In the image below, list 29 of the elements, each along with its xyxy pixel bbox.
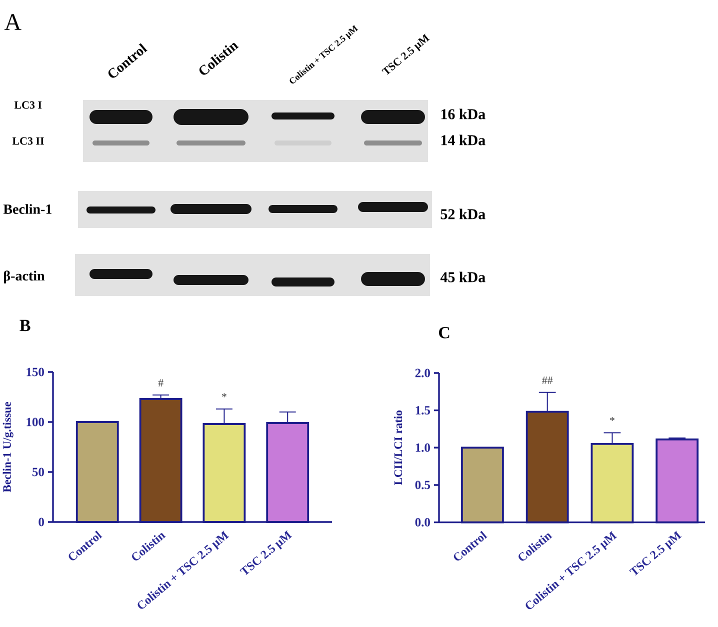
y-tick-label: 0.0	[415, 518, 430, 527]
annotation: #	[158, 379, 164, 386]
x-tick-label: TSC 2.5 μM	[240, 530, 292, 576]
chart-title: B	[20, 320, 30, 332]
y-tick-label: 1.0	[416, 443, 430, 452]
annotation: *	[222, 393, 226, 398]
y-tick-label: 100	[26, 418, 44, 426]
text: β-actin	[4, 270, 45, 284]
y-axis-title: LCII/LCI ratio	[394, 410, 402, 485]
annotation: *	[610, 416, 614, 422]
chart-title: C	[439, 326, 450, 338]
annotation: ##	[542, 376, 553, 384]
text: LC3 II	[12, 137, 44, 145]
category-label: TSC 2.5 μM	[382, 34, 430, 75]
text: 14 kDa	[441, 134, 486, 146]
text: A	[4, 14, 22, 30]
y-tick-label: 50	[32, 468, 44, 476]
y-tick-label: 1.5	[416, 406, 430, 415]
y-axis-title: Beclin-1 U/g.tissue	[2, 402, 14, 492]
y-tick-label: 0.5	[415, 480, 430, 490]
y-tick-label: 0	[38, 518, 44, 526]
x-tick-label: TSC 2.5 μM	[629, 530, 682, 576]
text: 52 kDa	[440, 208, 486, 220]
text: 16 kDa	[441, 108, 486, 120]
text: Beclin-1	[3, 204, 52, 214]
text: 45 kDa	[440, 272, 486, 282]
text: LC3 I	[14, 101, 42, 109]
y-tick-label: 2.0	[415, 368, 430, 378]
y-tick-label: 150	[26, 368, 44, 376]
